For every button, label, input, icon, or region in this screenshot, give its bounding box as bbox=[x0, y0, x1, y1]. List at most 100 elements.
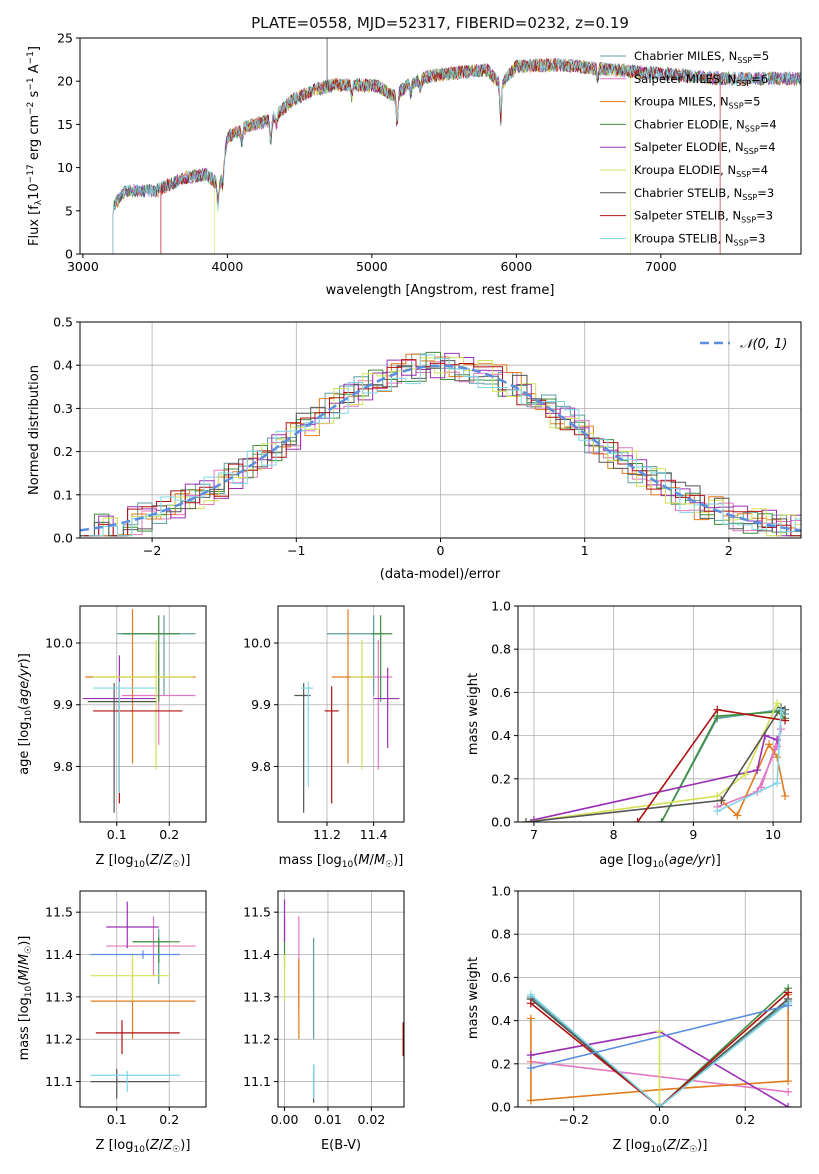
legend-label-4: Salpeter ELODIE, NSSP=4 bbox=[634, 140, 776, 156]
y-tick-label: 0.0 bbox=[491, 1100, 511, 1115]
y-tick-label: 11.2 bbox=[45, 1032, 73, 1047]
x-tick-label: −0.2 bbox=[559, 1112, 589, 1127]
errorbar-group bbox=[82, 609, 196, 813]
x-tick-label: 1 bbox=[581, 543, 589, 558]
y-tick-label: 11.1 bbox=[243, 1074, 271, 1089]
series-marker-5 bbox=[741, 770, 750, 779]
histogram-steps bbox=[80, 351, 801, 537]
histogram-xlabel: (data-model)/error bbox=[380, 567, 501, 582]
y-tick-label: 1.0 bbox=[491, 884, 511, 899]
mw-z-ylabel: mass weight bbox=[466, 957, 481, 1039]
y-tick-label: 0.2 bbox=[491, 1056, 511, 1071]
y-tick-label: 0.8 bbox=[491, 927, 511, 942]
x-tick-label: 3000 bbox=[67, 259, 99, 274]
x-tick-label: −2 bbox=[143, 543, 161, 558]
y-tick-label: 0.2 bbox=[53, 444, 73, 459]
axes-frame bbox=[277, 890, 405, 1108]
legend-label-8: Kroupa STELIB, NSSP=3 bbox=[634, 231, 765, 247]
y-tick-label: 11.5 bbox=[45, 905, 73, 920]
spectrum-line-8 bbox=[112, 58, 801, 254]
series-marker-6 bbox=[521, 818, 530, 822]
y-tick-label: 15 bbox=[57, 117, 73, 132]
series-group bbox=[526, 984, 793, 1107]
x-tick-label: 0.1 bbox=[107, 827, 127, 842]
series-marker-3 bbox=[657, 818, 666, 822]
series-marker-5 bbox=[713, 792, 722, 801]
series-marker-9 bbox=[784, 1001, 793, 1010]
histogram-ylabel: Normed distribution bbox=[27, 365, 42, 495]
legend-label-2: Kroupa MILES, NSSP=5 bbox=[634, 95, 760, 111]
series-marker-4 bbox=[784, 1103, 793, 1107]
legend-label-1: Salpeter MILES, NSSP=6 bbox=[634, 72, 768, 88]
figure-title: PLATE=0558, MJD=52317, FIBERID=0232, z=0… bbox=[251, 14, 629, 32]
x-tick-label: 0.2 bbox=[159, 827, 179, 842]
legend-label-7: Salpeter STELIB, NSSP=3 bbox=[634, 209, 773, 225]
mw-z-xlabel: Z [log10(Z/Z☉)] bbox=[613, 1138, 708, 1155]
x-tick-label: 0.0 bbox=[650, 1112, 670, 1127]
series-marker-2 bbox=[781, 792, 790, 801]
x-tick-label: 2 bbox=[725, 543, 733, 558]
spectrum-ylabel: Flux [fλ10−17 erg cm−2 s−1 A−1] bbox=[26, 46, 44, 246]
legend-label-3: Chabrier ELODIE, NSSP=4 bbox=[634, 117, 777, 133]
y-tick-label: 0.6 bbox=[491, 970, 511, 985]
x-tick-label: 0.1 bbox=[107, 1112, 127, 1127]
age-vs-metallicity-panel: 0.1 0.2 9.8 9.9 10.0 bbox=[45, 605, 207, 842]
y-tick-label: 11.2 bbox=[243, 1032, 271, 1047]
errorbar-group bbox=[90, 901, 196, 1099]
axes-frame bbox=[79, 890, 207, 1108]
series-marker-7 bbox=[633, 818, 642, 822]
histogram-ticks: −2 −1 0 1 2 0.0 0.1 0.2 0.3 0.4 0.5 bbox=[53, 315, 733, 559]
mw-age-ylabel: mass weight bbox=[466, 673, 481, 755]
histogram-step-7 bbox=[84, 359, 801, 537]
legend-label-5: Kroupa ELODIE, NSSP=4 bbox=[634, 163, 768, 179]
series-marker-7 bbox=[784, 988, 793, 997]
x-tick-label: 7000 bbox=[645, 259, 677, 274]
x-tick-label: 5000 bbox=[356, 259, 388, 274]
y-tick-label: 9.9 bbox=[53, 697, 73, 712]
y-tick-label: 0.2 bbox=[491, 771, 511, 786]
mass-weight-vs-age-panel: 7 8 9 10 0.0 0.2 0.4 0.6 0.8 1.0 bbox=[491, 599, 802, 842]
axes-frame bbox=[277, 605, 405, 823]
y-tick-label: 11.4 bbox=[243, 947, 271, 962]
gaussian-legend-label: 𝒩(0, 1) bbox=[740, 337, 787, 352]
series-marker-2 bbox=[773, 753, 782, 762]
series-marker-2 bbox=[765, 740, 774, 749]
x-tick-label: 11.2 bbox=[313, 827, 341, 842]
age-z-xlabel: Z [log10(Z/Z☉)] bbox=[96, 853, 191, 870]
series-line-9 bbox=[530, 1004, 789, 1069]
series-marker-4 bbox=[753, 766, 762, 775]
series-line-7 bbox=[530, 991, 789, 1107]
series-marker-2 bbox=[733, 811, 742, 820]
series-marker-8 bbox=[655, 1103, 664, 1107]
y-tick-label: 10.0 bbox=[243, 636, 271, 651]
spectrum-ticks: 3000 4000 5000 6000 7000 0 5 10 15 20 25 bbox=[57, 31, 677, 275]
x-tick-label: 0.2 bbox=[159, 1112, 179, 1127]
spectrum-axes-frame bbox=[79, 37, 802, 255]
series-marker-7 bbox=[713, 705, 722, 714]
x-tick-label: 0 bbox=[437, 543, 445, 558]
y-tick-label: 25 bbox=[57, 31, 73, 46]
series-marker-6 bbox=[717, 796, 726, 805]
y-tick-label: 0.4 bbox=[491, 1013, 511, 1028]
y-tick-label: 5 bbox=[65, 203, 73, 218]
series-group bbox=[521, 699, 790, 822]
y-tick-label: 0.6 bbox=[491, 685, 511, 700]
series-marker-2 bbox=[526, 1014, 535, 1023]
x-tick-label: 8 bbox=[610, 827, 618, 842]
series-marker-1 bbox=[784, 1087, 793, 1096]
mw-age-xlabel: age [log10(age/yr)] bbox=[599, 853, 721, 870]
histogram-step-8 bbox=[88, 354, 801, 537]
spectrum-xlabel: wavelength [Angstrom, rest frame] bbox=[326, 283, 555, 298]
histogram-legend: 𝒩(0, 1) bbox=[700, 337, 787, 352]
age-vs-mass-panel: 11.2 11.4 9.8 9.9 10.0 bbox=[243, 605, 405, 842]
series-marker-1 bbox=[777, 725, 786, 734]
x-tick-label: 0.00 bbox=[271, 1112, 299, 1127]
y-tick-label: 1.0 bbox=[491, 599, 511, 614]
mass-vs-metallicity-panel: 0.1 0.2 11.1 11.2 11.3 11.4 11.5 bbox=[45, 890, 207, 1127]
legend-label-6: Chabrier STELIB, NSSP=3 bbox=[634, 186, 774, 202]
y-tick-label: 0.4 bbox=[53, 358, 73, 373]
series-marker-4 bbox=[526, 1051, 535, 1060]
y-tick-label: 0.1 bbox=[53, 487, 73, 502]
